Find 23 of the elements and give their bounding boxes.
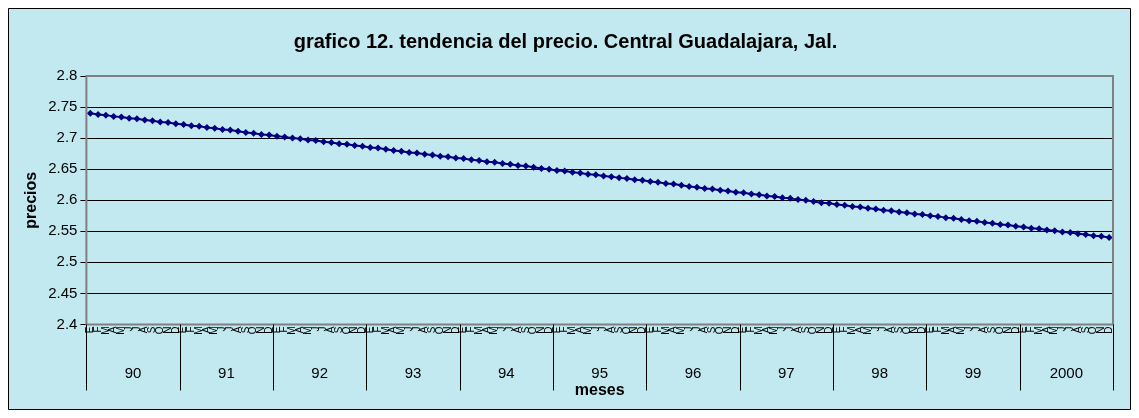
y-tick-label: 2.4 (56, 314, 78, 332)
text: 96 (684, 363, 702, 381)
chart-title: grafico 12. tendencia del precio. Central Guadalajara, Jal. (293, 29, 838, 52)
y-tick-label: 2.6 (56, 190, 78, 208)
y-tick-label: 2.5 (56, 252, 78, 270)
y-tick-label: 2.45 (48, 283, 78, 301)
text: 93 (404, 363, 422, 381)
y-tick-label: 2.7 (56, 128, 78, 146)
text: 91 (218, 363, 235, 381)
x-axis-title: meses (574, 380, 625, 398)
y-tick-label: 2.8 (56, 66, 78, 84)
y-axis-title: precios (22, 171, 40, 229)
text: 97 (778, 363, 795, 381)
text: 95 (591, 363, 609, 381)
text: 90 (124, 363, 142, 381)
y-tick-label: 2.65 (48, 159, 78, 177)
text: 98 (871, 363, 889, 381)
text: 99 (964, 363, 982, 381)
text: 94 (498, 363, 515, 381)
y-tick-label: 2.55 (48, 221, 78, 239)
y-tick-label: 2.75 (48, 97, 78, 115)
text: 2000 (1049, 363, 1084, 381)
text: 92 (311, 363, 329, 381)
